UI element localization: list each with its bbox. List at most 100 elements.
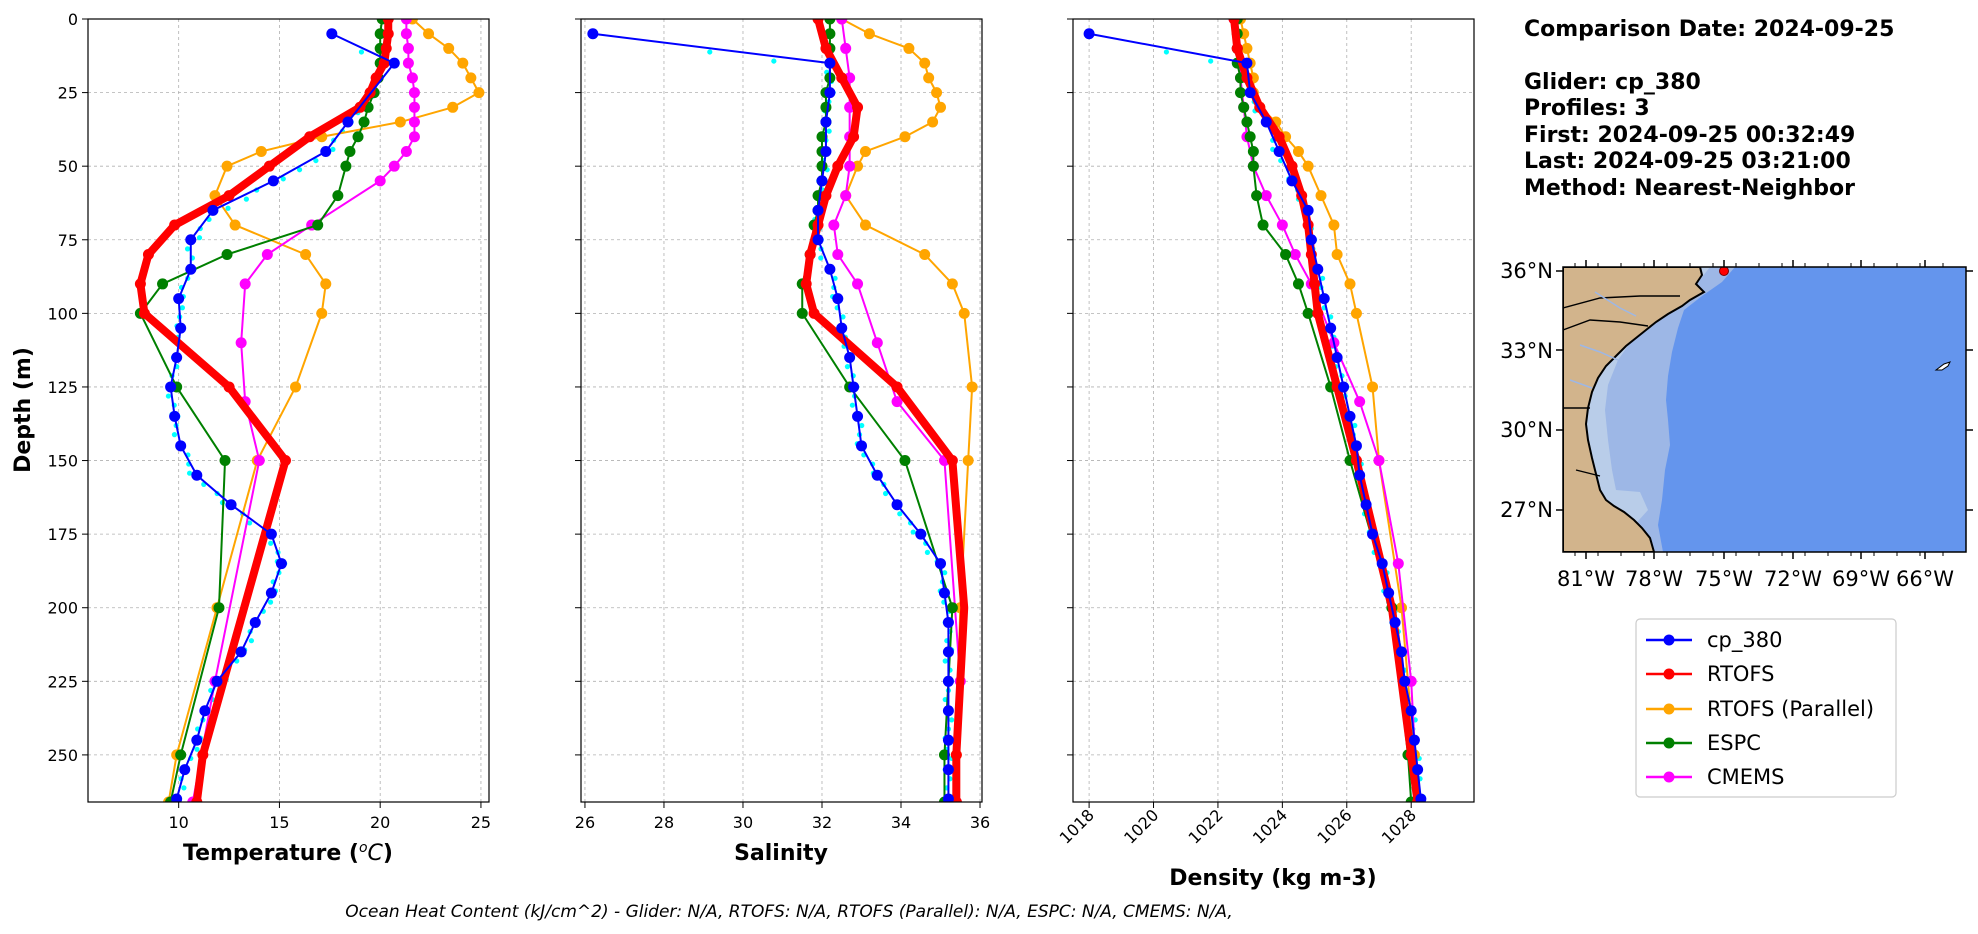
data-point	[1396, 646, 1408, 658]
data-point	[852, 278, 864, 290]
data-point	[261, 248, 273, 260]
axes-frame	[580, 18, 983, 803]
x-tick-label: 10	[168, 813, 188, 832]
raw-glider-point	[1320, 275, 1326, 281]
data-point	[1396, 602, 1408, 614]
data-point	[157, 278, 169, 290]
data-point	[134, 278, 146, 290]
data-point	[832, 160, 844, 172]
x-tick-label: 25	[471, 813, 491, 832]
legend-box	[1635, 618, 1897, 798]
legend-label: CMEMS	[1707, 765, 1785, 789]
data-point	[225, 499, 237, 511]
data-point	[1328, 219, 1340, 231]
legend-handle-marker	[1663, 703, 1675, 715]
series-line-cp-380	[169, 32, 396, 800]
raw-glider-point	[225, 205, 231, 211]
data-point	[946, 602, 958, 614]
raw-glider-point	[882, 490, 889, 497]
data-point	[457, 57, 469, 69]
map-frame	[1562, 266, 1967, 553]
data-point	[1312, 263, 1324, 275]
rivers	[1569, 291, 1637, 389]
data-point	[138, 307, 150, 319]
raw-glider-point	[248, 638, 255, 644]
data-point	[1344, 410, 1356, 422]
data-point	[374, 175, 386, 187]
data-point	[832, 248, 844, 260]
raw-glider-point	[818, 255, 824, 261]
location-map: 36°N 33°N 30°N 27°N 81°W 78°W 75°W 72°W …	[1500, 259, 1973, 591]
last-time: Last: 2024-09-25 03:21:00	[1524, 149, 1851, 174]
data-point	[1302, 219, 1314, 231]
data-point	[1399, 675, 1411, 687]
data-point	[808, 307, 820, 319]
data-point	[931, 87, 943, 99]
data-point	[316, 307, 328, 319]
data-point	[1276, 219, 1288, 231]
data-point	[1373, 455, 1385, 467]
data-point	[1257, 219, 1269, 231]
data-point	[919, 57, 931, 69]
data-point	[891, 396, 903, 408]
legend-label: ESPC	[1707, 731, 1761, 755]
data-point	[1367, 528, 1379, 540]
data-point	[1305, 234, 1317, 246]
data-point	[942, 616, 954, 628]
raw-glider-point	[707, 49, 713, 55]
y-tick-label: 50	[58, 157, 78, 176]
data-point	[1315, 190, 1327, 202]
map-tick-marks	[1556, 260, 1973, 559]
data-point	[935, 101, 947, 113]
data-point	[844, 352, 856, 364]
x-tick-label: 34	[891, 813, 911, 832]
data-point	[1415, 793, 1427, 802]
legend-handle-marker	[1663, 668, 1675, 680]
y-tick-label: 150	[47, 452, 78, 471]
data-point	[1234, 87, 1246, 99]
raw-glider-point	[1208, 58, 1214, 64]
raw-glider-point	[1352, 422, 1358, 429]
map-lat-label: 27°N	[1500, 498, 1553, 522]
data-point	[1331, 248, 1343, 260]
data-point	[382, 28, 394, 40]
data-point	[1312, 307, 1324, 319]
data-point	[169, 219, 181, 231]
data-point	[820, 101, 832, 113]
data-point	[447, 101, 459, 113]
data-point	[408, 101, 420, 113]
data-point	[1241, 116, 1253, 128]
y-tick-label: 100	[47, 304, 78, 323]
data-point	[253, 455, 265, 467]
raw-glider-point	[840, 314, 846, 320]
data-point	[406, 72, 418, 84]
data-point	[1376, 558, 1388, 570]
data-point	[1247, 145, 1259, 157]
data-point	[235, 646, 247, 658]
data-point	[919, 248, 931, 260]
raw-glider-point	[296, 167, 303, 173]
data-point	[816, 175, 828, 187]
y-tick-label: 125	[47, 378, 78, 397]
series-line-espc	[1236, 19, 1413, 802]
data-point	[840, 42, 852, 54]
data-point	[1292, 145, 1304, 157]
data-point	[1318, 293, 1330, 305]
data-point	[199, 705, 211, 717]
data-point	[320, 278, 332, 290]
data-point	[358, 116, 370, 128]
map-lat-label: 30°N	[1500, 418, 1553, 442]
data-point	[820, 42, 832, 54]
raw-glider-point	[942, 658, 948, 664]
series-line-rtofs	[136, 19, 393, 802]
data-point	[800, 278, 812, 290]
data-point	[265, 528, 277, 540]
x-tick-label: 1024	[1249, 805, 1291, 847]
raw-glider-point	[949, 717, 955, 723]
data-point	[1238, 101, 1250, 113]
data-point	[836, 72, 848, 84]
data-point	[235, 337, 247, 349]
data-point	[249, 616, 261, 628]
series-line-rtofs	[802, 19, 969, 802]
